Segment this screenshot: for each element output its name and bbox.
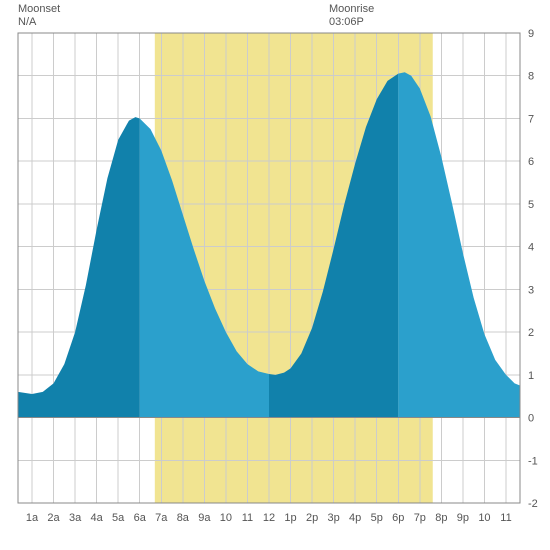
x-tick-label: 6a	[134, 512, 147, 524]
moonrise-value: 03:06P	[329, 16, 374, 29]
moonset-title: Moonset	[18, 3, 60, 15]
y-axis-labels: -2 -1 0 1 2 3 4 5 6 7 8 9	[528, 28, 538, 510]
y-tick-label: 5	[528, 199, 534, 211]
x-tick-label: 11	[242, 512, 253, 524]
y-tick-label: 1	[528, 370, 534, 382]
y-tick-label: 4	[528, 242, 534, 254]
moonrise-label: Moonrise 03:06P	[329, 3, 374, 29]
x-tick-label: 5a	[112, 512, 125, 524]
x-tick-label: 7a	[155, 512, 168, 524]
x-tick-label: 10	[478, 512, 490, 524]
x-tick-label: 1p	[284, 512, 296, 524]
x-tick-label: 1a	[26, 512, 39, 524]
y-tick-label: 2	[528, 327, 534, 339]
y-tick-label: -1	[528, 455, 538, 467]
x-tick-label: 5p	[371, 512, 383, 524]
x-tick-label: 7p	[414, 512, 426, 524]
x-tick-label: 10	[220, 512, 232, 524]
x-tick-label: 8p	[435, 512, 447, 524]
x-axis-labels: 1a 2a 3a 4a 5a 6a 7a 8a 9a 10 11 12 1p 2p 3p 4p 5p 6p 7p 8p…	[26, 512, 512, 524]
y-tick-label: 8	[528, 71, 534, 83]
x-tick-label: 4a	[91, 512, 104, 524]
moonrise-title: Moonrise	[329, 3, 374, 15]
x-tick-label: 3p	[328, 512, 340, 524]
x-tick-label: 3a	[69, 512, 82, 524]
x-tick-label: 2a	[47, 512, 60, 524]
moonset-label: Moonset N/A	[18, 3, 60, 29]
y-tick-label: 7	[528, 113, 534, 125]
chart-svg: 1a2a3a4a5a6a7a8a9a1011121p2p3p4p5p6p7p8p…	[0, 0, 550, 550]
x-tick-label: 6p	[392, 512, 404, 524]
x-tick-label: 2p	[306, 512, 318, 524]
tide-chart: Moonset N/A Moonrise 03:06P 1a 2a 3a 4a 5a 6a…	[0, 0, 550, 550]
y-tick-label: 3	[528, 284, 534, 296]
y-tick-label: 9	[528, 28, 534, 40]
y-tick-label: -2	[528, 498, 538, 510]
y-tick-label: 6	[528, 156, 534, 168]
y-tick-label: 0	[528, 413, 534, 425]
x-tick-label: 4p	[349, 512, 361, 524]
x-tick-label: 11	[500, 512, 511, 524]
x-tick-label: 12	[263, 512, 275, 524]
x-tick-label: 9p	[457, 512, 469, 524]
x-tick-label: 9a	[198, 512, 211, 524]
x-tick-label: 8a	[177, 512, 190, 524]
moonset-value: N/A	[18, 16, 60, 29]
